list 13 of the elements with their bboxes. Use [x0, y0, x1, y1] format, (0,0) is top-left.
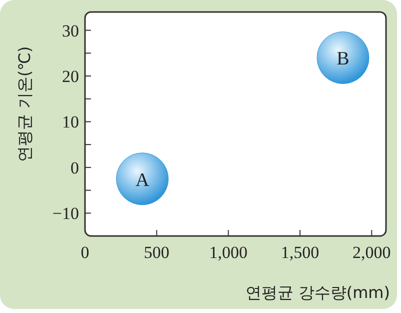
x-axis-title: 연평균 강수량(mm): [245, 283, 390, 302]
y-axis-title: 연평균 기온(℃): [15, 46, 34, 162]
y-tick-label: −10: [52, 204, 79, 224]
x-tick-label: 500: [144, 243, 170, 262]
y-tick-label: 0: [70, 158, 79, 178]
annotation: A: [135, 170, 150, 191]
y-tick-label: 10: [62, 112, 79, 132]
x-tick-label: 2,000: [352, 243, 391, 262]
y-tick-label: 20: [62, 67, 79, 86]
x-tick-label: 1,000: [209, 243, 248, 262]
x-tick-label: 1,500: [280, 243, 320, 262]
y-tick-label: 30: [62, 21, 79, 40]
annotation: B: [336, 48, 350, 70]
